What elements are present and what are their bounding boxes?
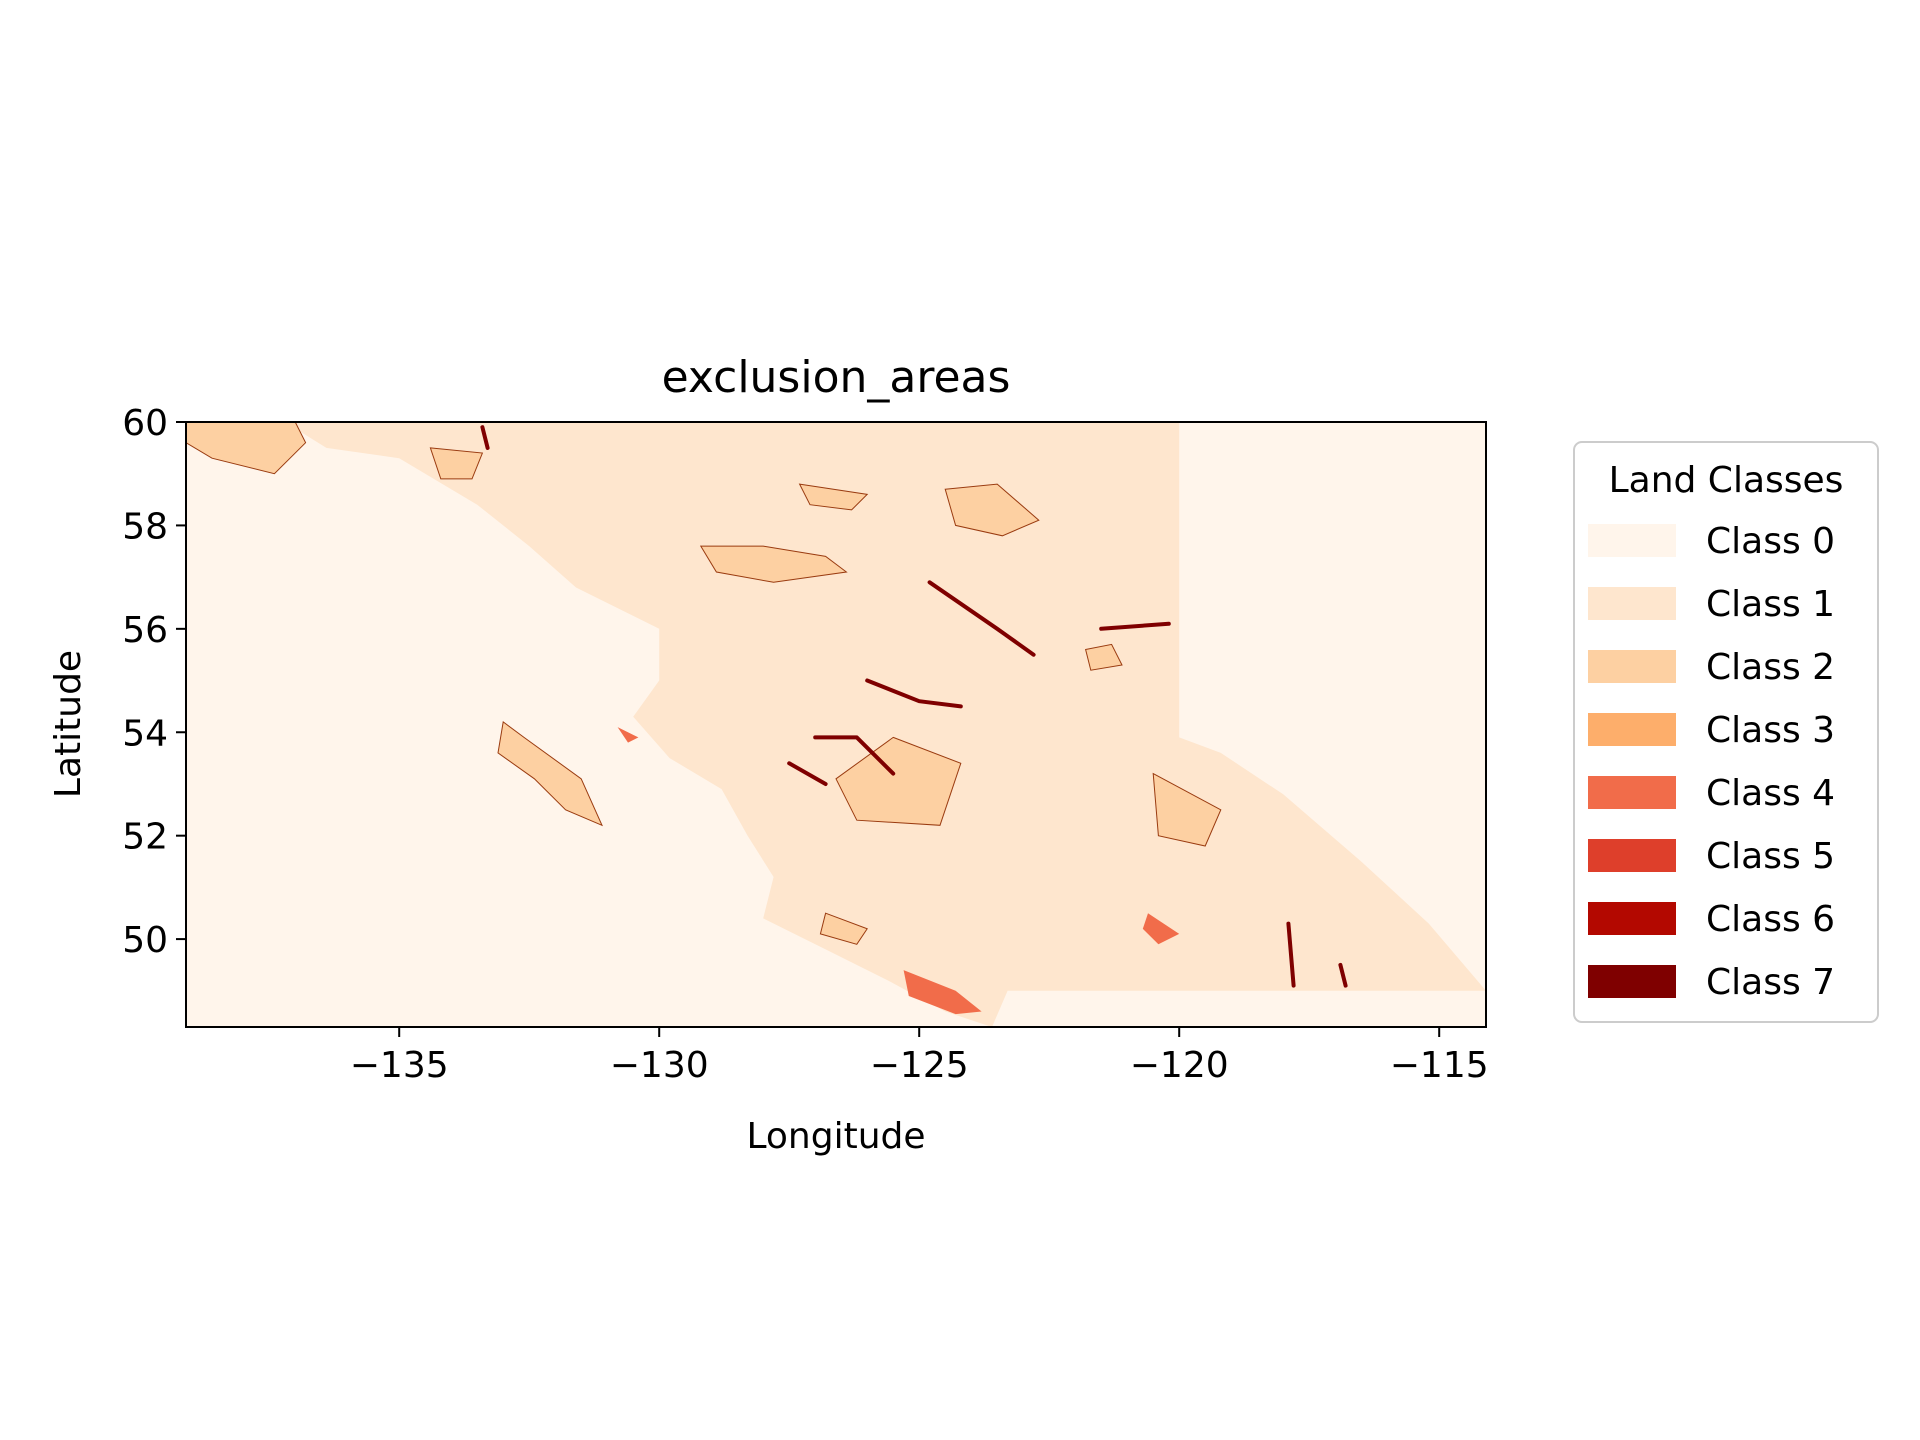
legend-swatch xyxy=(1588,902,1676,935)
legend-label: Class 2 xyxy=(1706,647,1835,688)
y-tick-label: 56 xyxy=(122,610,168,651)
map-plot-area xyxy=(185,421,1487,1028)
class-7-feature xyxy=(865,678,963,709)
class-2-patch xyxy=(944,483,1040,537)
y-tick-label: 54 xyxy=(122,713,168,754)
legend-label: Class 4 xyxy=(1706,773,1835,814)
class-2-patch xyxy=(819,912,868,945)
class-2-patch xyxy=(798,483,869,511)
x-tick-label: −135 xyxy=(350,1045,449,1086)
class-4-area xyxy=(617,727,639,743)
plot-frame xyxy=(185,421,1487,1028)
class-7-feature xyxy=(813,735,896,776)
class-4-area xyxy=(903,970,982,1015)
legend-swatch xyxy=(1588,524,1676,557)
class-7-feature xyxy=(480,425,490,450)
legend-title: Land Classes xyxy=(1609,460,1844,501)
y-axis-label: Latitude xyxy=(48,650,89,798)
legend-label: Class 5 xyxy=(1706,836,1835,877)
legend-label: Class 6 xyxy=(1706,899,1835,940)
class-2-patch xyxy=(835,736,962,826)
y-tick-label: 58 xyxy=(122,506,168,547)
y-tick-label: 60 xyxy=(122,403,168,444)
land-region xyxy=(284,422,1486,1027)
y-axis-ticks: 50 52 54 56 58 60 xyxy=(122,403,186,961)
class-2-patch xyxy=(497,721,603,827)
class-4-area xyxy=(1142,913,1180,945)
legend: Land Classes Class 0 Class 1 Class 2 Class … xyxy=(1573,441,1879,1023)
class-7-feature xyxy=(1338,962,1348,988)
legend-swatch xyxy=(1588,713,1676,746)
map-title: exclusion_areas xyxy=(662,352,1011,403)
class-7-feature xyxy=(927,580,1036,657)
legend-label: Class 7 xyxy=(1706,962,1835,1003)
legend-label: Class 0 xyxy=(1706,521,1835,562)
class-7-feature xyxy=(1286,921,1296,988)
legend-swatch xyxy=(1588,650,1676,683)
legend-swatch xyxy=(1588,839,1676,872)
x-axis-label: Longitude xyxy=(746,1116,925,1157)
legend-swatch xyxy=(1588,776,1676,809)
class-2-patch xyxy=(429,447,484,480)
x-tick-label: −130 xyxy=(610,1045,709,1086)
y-tick-label: 50 xyxy=(122,920,168,961)
class-7-feature xyxy=(787,761,828,786)
x-tick-label: −115 xyxy=(1390,1045,1489,1086)
legend-swatch xyxy=(1588,587,1676,620)
legend-swatch xyxy=(1588,965,1676,998)
legend-label: Class 1 xyxy=(1706,584,1835,625)
class-7-feature xyxy=(1099,621,1171,631)
class-2-patch xyxy=(699,545,848,583)
legend-label: Class 3 xyxy=(1706,710,1835,751)
y-tick-label: 52 xyxy=(122,817,168,858)
class-2-patch xyxy=(1084,643,1123,671)
x-tick-label: −120 xyxy=(1130,1045,1229,1086)
x-axis-ticks: −135 −130 −125 −120 −115 xyxy=(350,1027,1489,1086)
x-tick-label: −125 xyxy=(870,1045,969,1086)
class-2-patch xyxy=(186,422,307,475)
class-2-patch xyxy=(1152,772,1222,847)
